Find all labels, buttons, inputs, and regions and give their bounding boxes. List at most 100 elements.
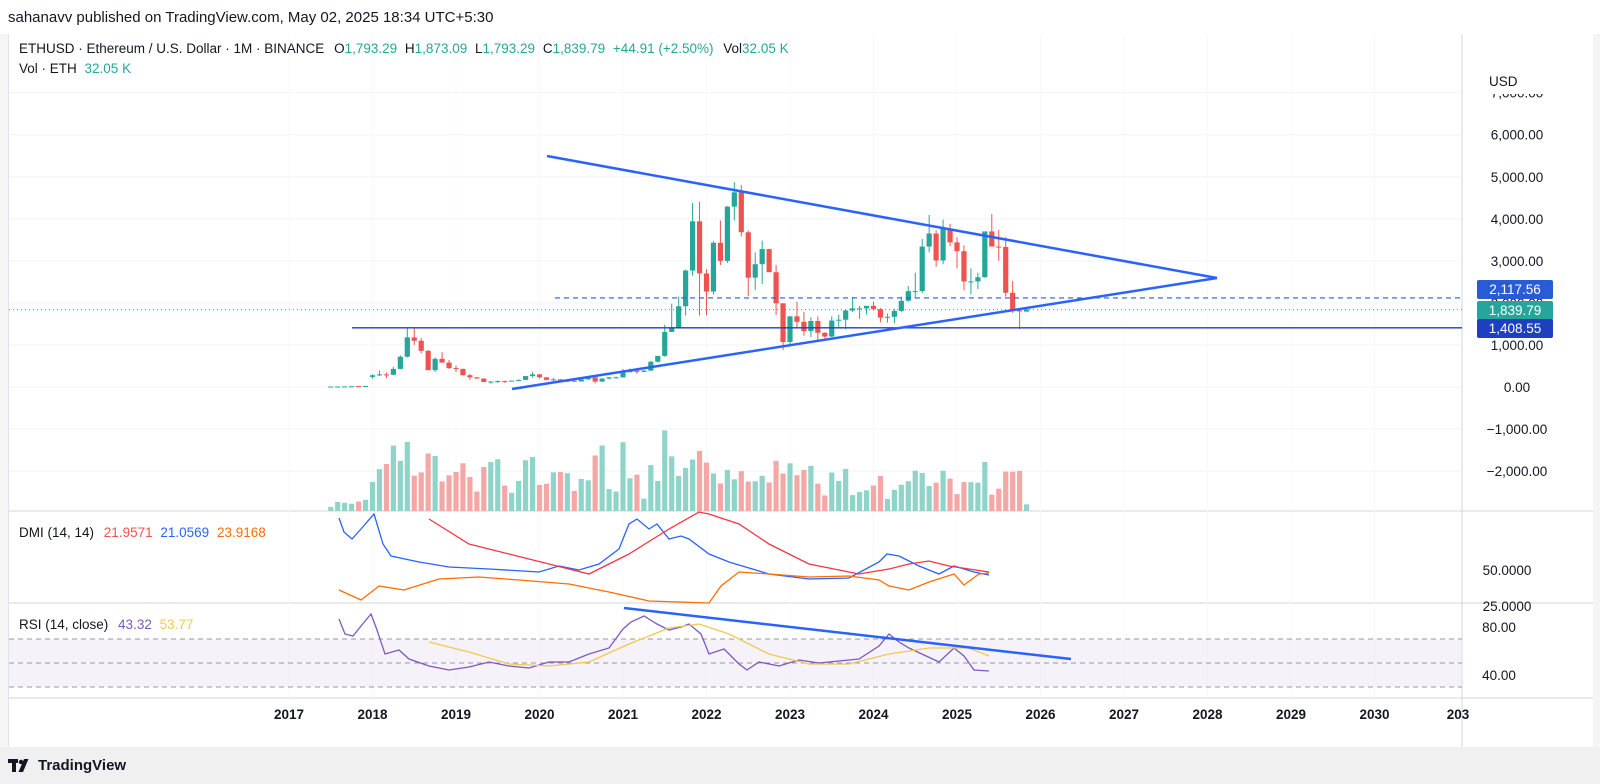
candle-body <box>488 381 494 383</box>
volume-bar <box>884 499 891 511</box>
tradingview-logo[interactable]: TradingView <box>8 757 126 774</box>
candle-body <box>870 305 877 310</box>
candle-body <box>780 303 786 343</box>
chart-frame[interactable]: 7,000.006,000.005,000.004,000.003,000.00… <box>8 34 1593 747</box>
volume-bar <box>446 475 452 511</box>
candle-body <box>787 316 793 343</box>
dmi-label[interactable]: DMI (14, 14) <box>19 525 95 540</box>
candle-body <box>863 305 870 309</box>
candle-body <box>836 319 842 321</box>
volume-bar <box>592 455 598 511</box>
volume-bar <box>439 481 445 511</box>
volume-bar <box>856 492 863 511</box>
candle-body <box>404 337 410 357</box>
candle-body <box>397 356 403 369</box>
candle-body <box>947 228 953 243</box>
candle-body <box>926 233 932 247</box>
candle-body <box>794 316 800 322</box>
high-value: 1,873.09 <box>414 41 468 56</box>
volume-bar <box>863 490 870 511</box>
candle-body <box>884 316 891 318</box>
candle-body <box>676 306 682 328</box>
volume-value: 32.05 K <box>742 41 789 56</box>
candle-body <box>919 246 925 292</box>
volume-bar <box>509 492 515 511</box>
candle-body <box>996 246 1002 248</box>
open-value: 1,793.29 <box>344 41 398 56</box>
candle-body <box>571 380 577 382</box>
volume-bar <box>481 467 487 511</box>
volume-eth-label[interactable]: Vol · ETH <box>19 61 77 76</box>
volume-bar <box>891 489 897 511</box>
volume-bar <box>1023 504 1030 511</box>
volume-bar <box>620 442 626 511</box>
volume-bar <box>808 465 814 511</box>
volume-bar <box>397 460 403 511</box>
close-label: C <box>542 41 553 56</box>
volume-bar <box>418 472 424 511</box>
candle-body <box>773 272 779 304</box>
time-tick-label: 2018 <box>357 707 388 722</box>
volume-legend: Vol · ETH 32.05 K <box>19 61 131 76</box>
candle-body <box>432 358 438 371</box>
volume-bar <box>843 469 849 511</box>
volume-bar <box>822 495 828 511</box>
volume-bar <box>349 503 355 511</box>
candle-body <box>724 206 730 261</box>
candle-body <box>328 386 334 388</box>
rsi-label[interactable]: RSI (14, close) <box>19 617 109 632</box>
volume-bar <box>717 483 724 511</box>
price-tick-label: 0.00 <box>1504 380 1530 395</box>
price-tick-label: −1,000.00 <box>1487 422 1547 437</box>
volume-bar <box>335 502 341 511</box>
volume-bar <box>877 475 884 511</box>
volume-bar <box>453 472 459 511</box>
volume-bar <box>961 482 967 511</box>
time-tick-label: 203 <box>1447 707 1470 722</box>
volume-bar <box>557 472 563 511</box>
volume-bar <box>404 442 410 511</box>
volume-bar <box>606 489 612 511</box>
time-tick-label: 2021 <box>608 707 639 722</box>
candle-body <box>550 379 557 381</box>
candle-body <box>731 192 737 207</box>
candle-body <box>536 374 543 378</box>
chart-canvas[interactable]: 7,000.006,000.005,000.004,000.003,000.00… <box>9 34 1593 747</box>
volume-bar <box>676 475 682 511</box>
volume-bar <box>383 464 390 511</box>
candle-body <box>1003 246 1009 293</box>
volume-bar <box>815 483 821 511</box>
volume-bar <box>794 475 800 511</box>
candle-body <box>335 386 341 388</box>
price-tick-label: 4,000.00 <box>1491 212 1544 227</box>
volume-bar <box>898 484 904 511</box>
candle-body <box>529 374 536 377</box>
volume-bar <box>627 478 633 511</box>
volume-bar <box>696 450 703 511</box>
symbol-label[interactable]: ETHUSD · Ethereum / U.S. Dollar · 1M · B… <box>19 41 325 56</box>
candle-body <box>801 321 807 332</box>
price-tick-label: 5,000.00 <box>1491 170 1544 185</box>
time-tick-label: 2017 <box>274 707 304 722</box>
volume-bar <box>599 445 605 511</box>
volume-bar <box>829 472 835 511</box>
time-tick-label: 2026 <box>1025 707 1056 722</box>
triangle-upper-trendline <box>546 154 1218 280</box>
candle-body <box>696 221 703 274</box>
candle-body <box>349 386 355 388</box>
candle-body <box>418 340 424 351</box>
volume-bar <box>683 467 689 511</box>
volume-bar <box>328 507 334 511</box>
volume-bar <box>411 475 417 511</box>
close-value: 1,839.79 <box>552 41 606 56</box>
volume-bar <box>571 491 577 511</box>
currency-button[interactable]: USD <box>1479 70 1557 94</box>
candle-body <box>703 273 710 292</box>
volume-bar <box>432 456 438 511</box>
volume-bar <box>467 477 473 511</box>
candle-body <box>850 308 856 311</box>
volume-bar <box>773 460 779 511</box>
volume-bar <box>488 462 494 511</box>
dmi-legend: DMI (14, 14) 21.9571 21.0569 23.9168 <box>19 525 266 540</box>
candle-body <box>689 221 696 271</box>
